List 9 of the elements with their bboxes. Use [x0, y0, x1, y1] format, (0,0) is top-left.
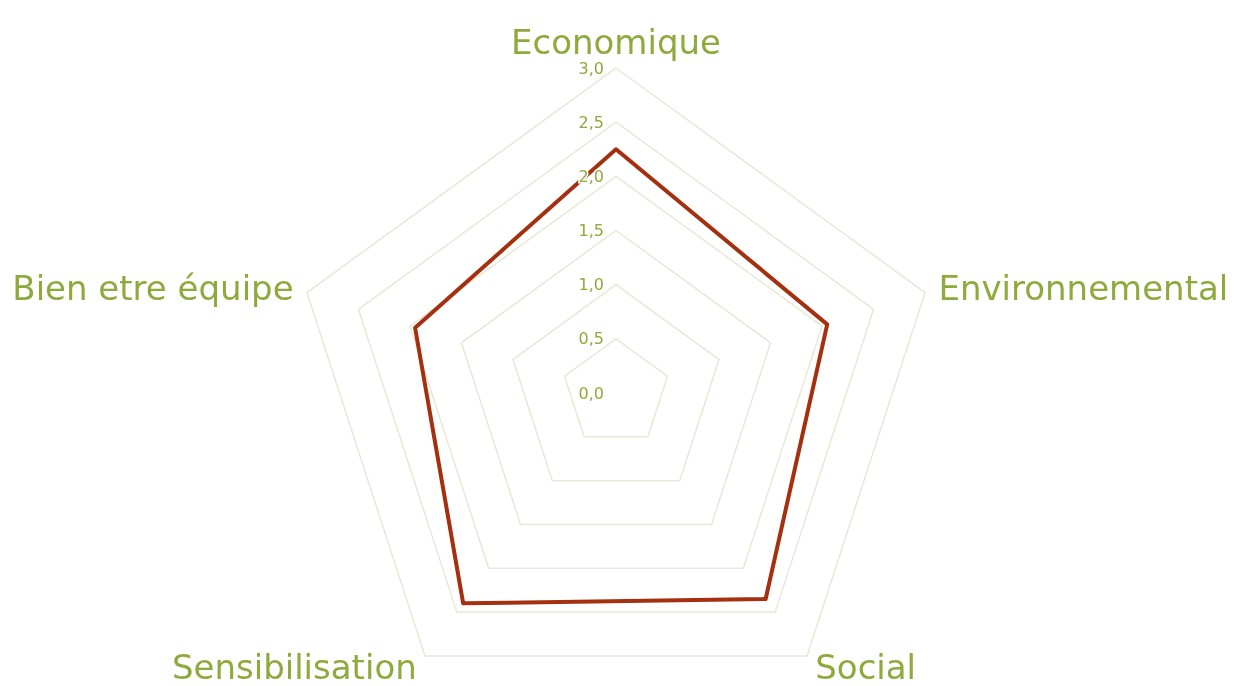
- y-tick-label: 0,5: [578, 329, 604, 349]
- y-tick-label: 2,5: [578, 112, 604, 132]
- spoke-label: Bien etre équipe: [12, 268, 294, 309]
- y-tick-label: 0,0: [578, 383, 604, 403]
- y-tick-label: 1,5: [578, 221, 604, 241]
- spoke-label: Environnemental: [938, 268, 1229, 309]
- spoke-label: Social: [815, 647, 917, 686]
- spoke-label: Sensibilisation: [171, 647, 417, 686]
- y-tick-label: 1,0: [578, 275, 604, 295]
